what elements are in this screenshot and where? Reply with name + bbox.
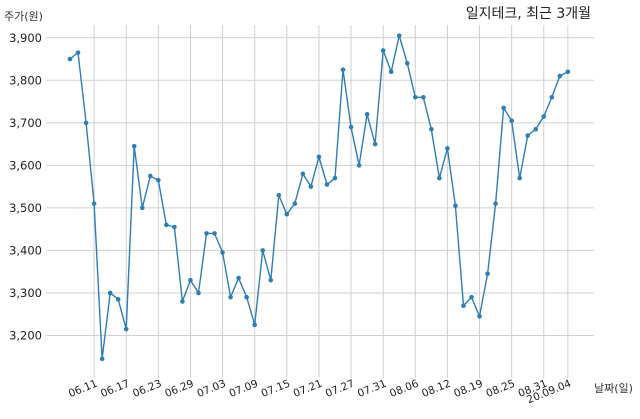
data-point xyxy=(252,322,257,328)
x-axis-label: 날짜(일) xyxy=(594,381,633,395)
data-point xyxy=(388,69,394,75)
x-tick-label: 07.27 xyxy=(324,378,356,400)
data-point xyxy=(356,163,362,168)
data-point xyxy=(372,141,378,147)
data-point xyxy=(396,33,402,38)
data-point xyxy=(67,56,73,62)
data-point xyxy=(276,192,282,198)
data-point xyxy=(236,275,241,281)
chart-title: 일지테크, 최근 3개월 xyxy=(466,6,591,22)
y-axis-ticks: 3,200 3,300 3,400 3,500 3,600 3,700 3,800 3,900 xyxy=(9,31,42,343)
x-tick-label: 07.21 xyxy=(292,378,324,400)
data-point xyxy=(380,48,386,53)
price-series-points xyxy=(67,33,571,362)
data-point xyxy=(180,299,185,304)
grid-lines xyxy=(46,25,594,378)
x-tick-label: 06.11 xyxy=(67,378,99,400)
data-point xyxy=(332,175,338,181)
data-point xyxy=(461,303,466,308)
data-point xyxy=(91,201,97,206)
data-point xyxy=(453,203,458,209)
data-point xyxy=(517,175,522,181)
x-tick-label: 07.15 xyxy=(260,378,292,400)
y-tick-label: 3,300 xyxy=(9,286,42,300)
data-point xyxy=(437,175,442,181)
x-axis-ticks: 06.11 06.17 06.23 06.29 07.03 07.09 07.15 07.21… xyxy=(67,378,573,407)
data-point xyxy=(284,211,290,217)
data-point xyxy=(220,250,225,255)
x-tick-label: 06.23 xyxy=(131,378,163,400)
x-tick-label: 08.12 xyxy=(420,378,452,400)
x-tick-label: 06.17 xyxy=(99,378,131,400)
data-point xyxy=(565,69,571,75)
data-point xyxy=(228,294,233,300)
data-point xyxy=(469,294,474,300)
data-point xyxy=(445,146,450,151)
data-point xyxy=(412,95,418,100)
data-point xyxy=(348,124,354,130)
x-tick-label: 07.09 xyxy=(227,378,259,400)
x-tick-label: 07.03 xyxy=(195,378,227,400)
data-point xyxy=(107,290,113,296)
x-tick-label: 08.25 xyxy=(484,378,516,400)
data-point xyxy=(188,277,193,283)
data-point xyxy=(123,326,129,332)
data-point xyxy=(493,201,498,206)
data-point xyxy=(172,224,177,230)
data-point xyxy=(549,95,555,100)
y-tick-label: 3,800 xyxy=(9,73,42,87)
x-tick-label: 08.06 xyxy=(388,378,421,401)
data-point xyxy=(292,201,298,206)
x-tick-label: 06.29 xyxy=(163,378,195,400)
data-point xyxy=(148,173,153,179)
data-point xyxy=(541,114,547,119)
data-point xyxy=(364,112,370,117)
data-point xyxy=(477,314,482,319)
data-point xyxy=(139,205,145,211)
x-tick-label: 08.19 xyxy=(452,378,484,400)
data-point xyxy=(525,133,531,138)
data-point xyxy=(244,294,249,300)
data-point xyxy=(557,73,563,79)
y-tick-label: 3,900 xyxy=(9,31,42,45)
y-axis-label: 주가(원) xyxy=(4,10,43,23)
data-point xyxy=(509,118,514,123)
y-tick-label: 3,600 xyxy=(9,158,42,172)
y-tick-label: 3,500 xyxy=(9,201,42,215)
data-point xyxy=(429,126,434,132)
data-point xyxy=(308,184,314,189)
data-point xyxy=(75,50,81,55)
data-point xyxy=(300,171,306,177)
data-point xyxy=(164,222,169,228)
y-tick-label: 3,400 xyxy=(9,243,42,257)
data-point xyxy=(212,231,217,236)
data-point xyxy=(115,297,121,302)
x-tick-label: 07.31 xyxy=(356,378,388,400)
data-point xyxy=(131,143,137,149)
data-point xyxy=(83,120,89,126)
data-point xyxy=(316,154,322,160)
data-point xyxy=(260,248,266,253)
data-point xyxy=(196,290,201,296)
data-point xyxy=(156,177,161,183)
data-point xyxy=(404,60,410,66)
y-tick-label: 3,700 xyxy=(9,116,42,130)
data-point xyxy=(533,126,539,132)
data-point xyxy=(501,105,506,111)
data-point xyxy=(204,231,209,236)
data-point xyxy=(268,277,274,283)
data-point xyxy=(421,95,426,100)
data-point xyxy=(324,182,330,187)
y-tick-label: 3,200 xyxy=(9,328,42,342)
data-point xyxy=(340,67,346,72)
data-point xyxy=(485,271,490,277)
data-point xyxy=(99,356,105,362)
